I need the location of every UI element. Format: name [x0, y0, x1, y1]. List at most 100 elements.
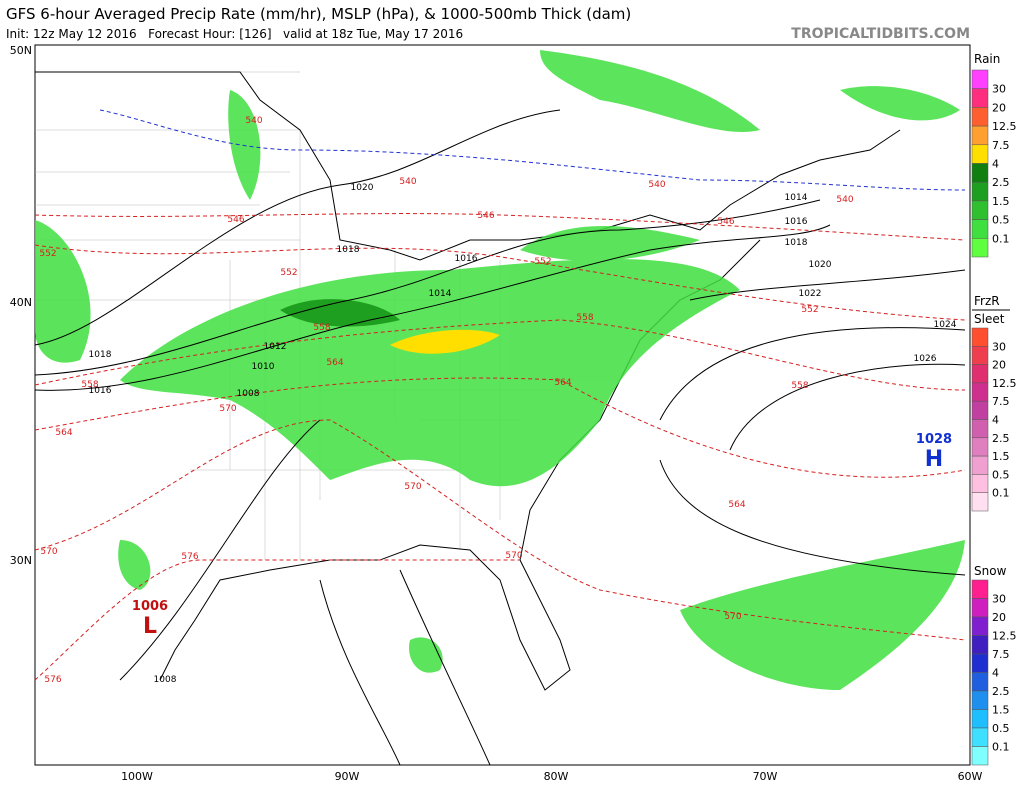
- thickness-label: 546: [477, 211, 494, 221]
- legend-swatch: [971, 125, 989, 146]
- low-symbol: L: [143, 614, 157, 639]
- legend-swatch: [971, 219, 989, 239]
- thickness-label: 558: [313, 323, 330, 333]
- legend-level: 0.1: [992, 487, 1010, 500]
- thickness-label: 570: [219, 404, 236, 414]
- thickness-label: 552: [534, 257, 551, 267]
- legend-level: 0.1: [992, 232, 1010, 245]
- legend-swatch: [971, 382, 989, 402]
- legend-swatch: [971, 746, 989, 766]
- thickness-label: 540: [245, 116, 262, 126]
- legend-swatch: [971, 616, 989, 636]
- legend-level: 4: [992, 158, 999, 171]
- legend-level: 30: [992, 593, 1006, 606]
- isobar-label: 1014: [429, 289, 452, 299]
- legend-level: 1.5: [992, 450, 1010, 463]
- isobar-label: 1016: [89, 386, 112, 396]
- legend-swatch: [971, 492, 989, 512]
- legend-level: 12.5: [992, 120, 1017, 133]
- thickness-label: 564: [728, 500, 745, 510]
- thickness-label: 570: [724, 612, 741, 622]
- thickness-label: 558: [791, 381, 808, 391]
- legend-swatch: [971, 144, 989, 164]
- legend-level: 4: [992, 414, 999, 427]
- isobar-label: 1022: [799, 289, 822, 299]
- legend-swatch: [971, 364, 989, 384]
- legend-level: 30: [992, 83, 1006, 96]
- lon-label: 90W: [335, 770, 360, 783]
- lon-label: 60W: [958, 770, 983, 783]
- thickness-label: 570: [40, 547, 57, 557]
- thickness-label: 564: [554, 378, 571, 388]
- high-pressure: 1028: [916, 432, 952, 447]
- thickness-label: 546: [717, 217, 734, 227]
- legend-swatch: [971, 107, 989, 127]
- legend-swatch: [971, 419, 989, 439]
- legend-swatch: [971, 88, 989, 108]
- legend-level: 0.5: [992, 214, 1010, 227]
- legend-level: 7.5: [992, 395, 1010, 408]
- isobars: [34, 109, 966, 766]
- thickness-label: 576: [181, 552, 198, 562]
- legend-swatch: [971, 163, 989, 183]
- isobar-label: 1018: [337, 245, 360, 255]
- isobar-label: 1014: [785, 193, 808, 203]
- isobar-label: 1024: [934, 320, 957, 330]
- title: GFS 6-hour Averaged Precip Rate (mm/hr),…: [6, 5, 631, 23]
- high-symbol: H: [925, 447, 943, 472]
- thickness-label: 552: [801, 305, 818, 315]
- isobar-label: 1008: [154, 675, 177, 685]
- legend-level: 20: [992, 611, 1006, 624]
- legend-swatch: [971, 200, 989, 220]
- legend-swatch: [971, 455, 989, 475]
- legend-level: 0.5: [992, 468, 1010, 481]
- lon-label: 80W: [544, 770, 569, 783]
- isobar-label: 1018: [785, 238, 808, 248]
- legend-level: 7.5: [992, 139, 1010, 152]
- legend-swatch: [971, 579, 989, 599]
- legend-swatch: [971, 69, 989, 89]
- isobar-label: 1010: [252, 362, 275, 372]
- legend-level: 1.5: [992, 195, 1010, 208]
- legend-level: 7.5: [992, 648, 1010, 661]
- thickness-label: 540: [648, 180, 665, 190]
- legend-level: 1.5: [992, 704, 1010, 717]
- thickness-label: 558: [576, 313, 593, 323]
- thickness-label: 576: [44, 675, 61, 685]
- legend-swatch: [971, 181, 989, 202]
- lat-label: 40N: [10, 296, 32, 309]
- isobar-label: 1018: [89, 350, 112, 360]
- legend-level: 12.5: [992, 630, 1017, 643]
- isobar-label: 1016: [455, 254, 478, 264]
- legend-swatch: [971, 400, 989, 420]
- thickness-label: 540: [399, 177, 416, 187]
- subtitle: Init: 12z May 12 2016 Forecast Hour: [12…: [6, 27, 463, 41]
- legend-swatch: [971, 327, 989, 347]
- thickness-label: 564: [55, 428, 72, 438]
- isobar-label: 1020: [351, 183, 374, 193]
- legend-level: 30: [992, 340, 1006, 353]
- legend-title: Snow: [974, 564, 1007, 578]
- legend-level: 12.5: [992, 377, 1017, 390]
- legend-swatch: [971, 653, 989, 673]
- legend-level: 2.5: [992, 176, 1010, 189]
- legend-title: Rain: [974, 52, 1000, 66]
- legend-level: 0.5: [992, 722, 1010, 735]
- credit: TROPICALTIDBITS.COM: [791, 26, 970, 42]
- thickness-label: 570: [505, 551, 522, 561]
- isobar-label: 1008: [237, 389, 260, 399]
- legend-level: 2.5: [992, 432, 1010, 445]
- lat-label: 50N: [10, 44, 32, 57]
- legend-swatch: [971, 690, 989, 710]
- legend-subtitle: Sleet: [974, 312, 1005, 326]
- thickness-label: 552: [280, 268, 297, 278]
- thickness-label: 564: [326, 358, 343, 368]
- legend-swatch: [971, 598, 989, 618]
- thickness-label: 558: [81, 380, 98, 390]
- legend-level: 20: [992, 101, 1006, 114]
- low-pressure: 1006: [132, 599, 168, 614]
- legend-swatch: [971, 346, 989, 365]
- thickness-label: 552: [39, 249, 56, 259]
- legend-swatch: [971, 672, 989, 692]
